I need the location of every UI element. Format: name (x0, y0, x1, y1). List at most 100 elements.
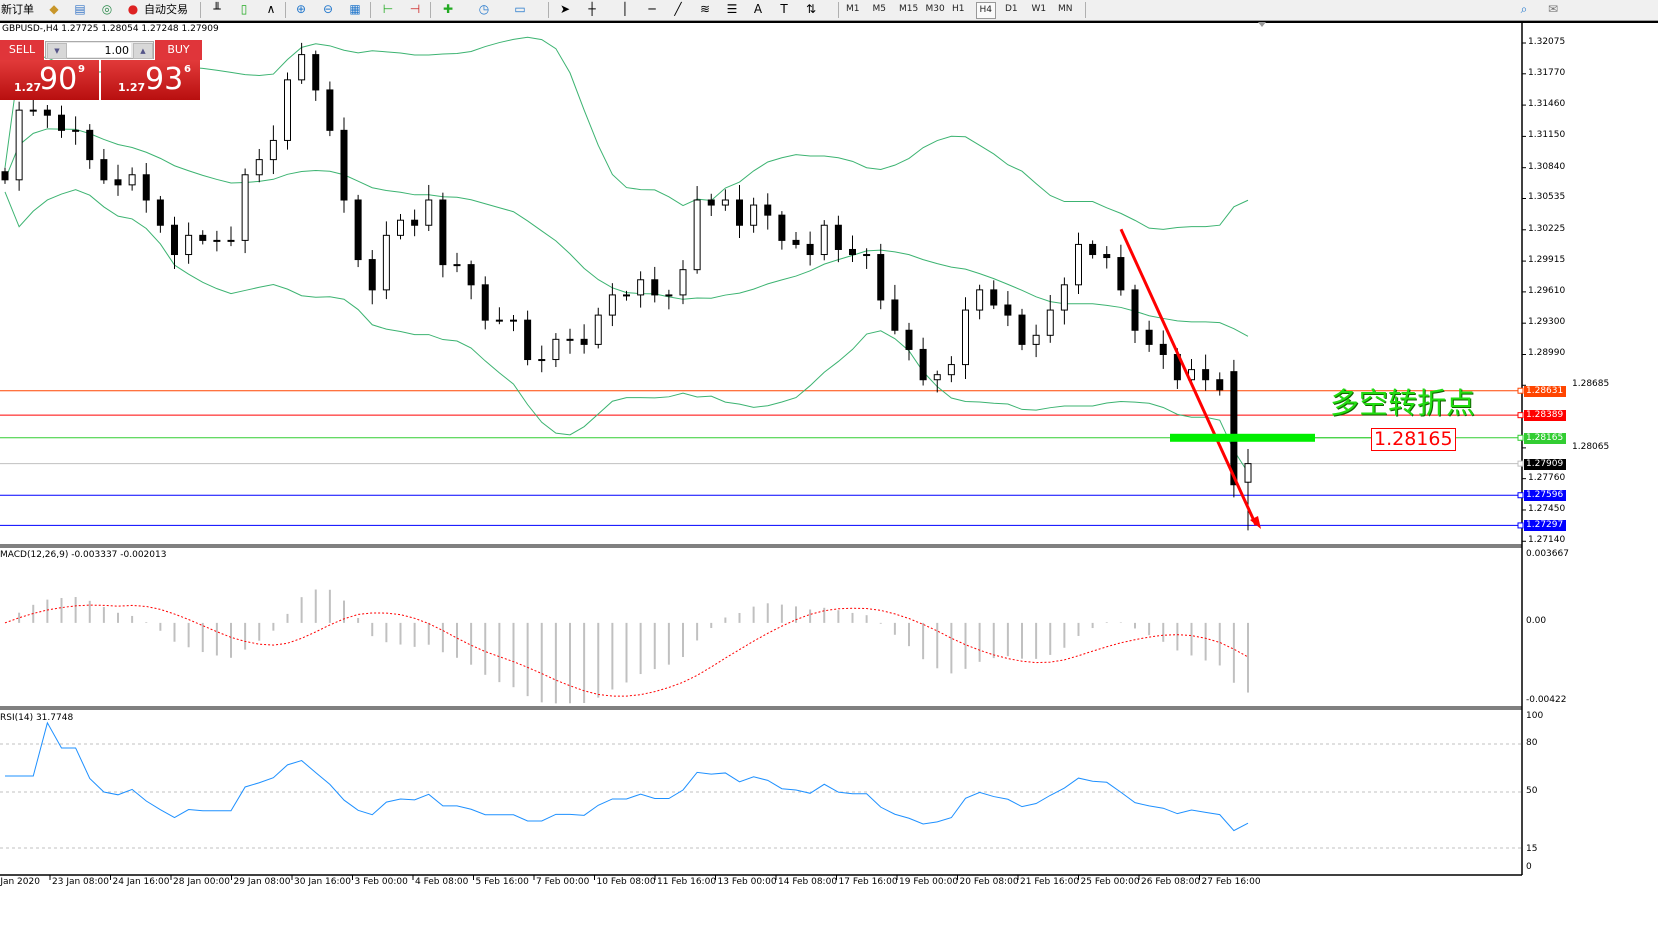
price-tick-label: 1.27140 (1528, 535, 1566, 546)
chart-shift-icon[interactable]: ⊢ (382, 2, 394, 16)
candle-bear (1159, 343, 1167, 355)
candle-bear (1230, 371, 1238, 486)
buy-price-button[interactable]: 1.27 93 6 (101, 60, 200, 100)
label-icon[interactable]: T (780, 2, 788, 16)
price-tick-label: 1.27450 (1528, 503, 1566, 514)
tile-windows-icon[interactable]: ▦ (349, 2, 361, 16)
price-line-label[interactable]: 1.28165 (1524, 432, 1566, 444)
rsi-tick-label: 50 (1526, 786, 1538, 796)
periods-icon[interactable]: ◷ (478, 2, 490, 16)
time-tick-label: 13 Feb 00:00 (717, 877, 777, 887)
fibonacci-icon[interactable]: ≋ (699, 2, 711, 16)
candle-bull (510, 319, 517, 322)
buy-price-prefix: 1.27 (118, 81, 146, 94)
timeframe-mn[interactable]: MN (1058, 4, 1073, 14)
search-icon[interactable]: ⌕ (1520, 2, 1528, 16)
price-line-label[interactable]: 1.27297 (1524, 520, 1566, 532)
candle-bull (679, 269, 687, 296)
reversal-point-annotation[interactable]: 多空转折点 (1330, 386, 1476, 420)
auto-trading-button[interactable]: 自动交易 (144, 3, 188, 16)
price-line-label[interactable]: 1.28389 (1524, 410, 1566, 422)
auto-trading-icon[interactable]: ● (127, 2, 139, 16)
line-handle (1517, 522, 1524, 529)
time-tick-label: 27 Feb 16:00 (1201, 877, 1261, 887)
price-tick-label: 1.28685 (1572, 379, 1610, 390)
time-tick-label: 14 Feb 08:00 (778, 877, 838, 887)
candle-bear (354, 199, 362, 261)
fibo-levels-icon[interactable]: ☰ (726, 2, 738, 16)
volume-increase-button[interactable]: ▲ (133, 43, 153, 59)
macd-tick-label: 0.00 (1526, 616, 1547, 626)
indicators-icon[interactable]: ✚ (442, 2, 454, 16)
sell-price-button[interactable]: 1.27 90 9 (0, 60, 99, 100)
candlestick-icon[interactable]: ▯ (240, 2, 248, 16)
candle-bull (241, 174, 249, 241)
arrows-icon[interactable]: ⇅ (805, 2, 817, 16)
price-line-label[interactable]: 1.27596 (1524, 490, 1566, 502)
candle-bull (1244, 463, 1252, 483)
time-tick-label: 4 Feb 08:00 (415, 877, 469, 887)
chat-icon[interactable]: ✉ (1547, 2, 1559, 16)
crosshair-icon[interactable]: ┼ (588, 2, 596, 16)
timeframe-h1[interactable]: H1 (952, 4, 965, 14)
time-tick-label: 17 Feb 16:00 (838, 877, 898, 887)
timeframe-m5[interactable]: M5 (872, 4, 887, 14)
rsi-tick-label: 100 (1526, 711, 1544, 721)
macd-tick-label: 0.003667 (1526, 549, 1569, 559)
candle-bear (1018, 314, 1026, 345)
cursor-icon[interactable]: ➤ (559, 2, 571, 16)
text-icon[interactable]: A (753, 2, 763, 16)
candle-bear (1103, 254, 1111, 259)
signals-icon[interactable]: ◎ (101, 2, 113, 16)
line-handle (1517, 434, 1524, 441)
volume-decrease-button[interactable]: ▼ (47, 43, 67, 59)
sell-price-fraction: 9 (78, 64, 85, 75)
vertical-line-icon[interactable]: │ (621, 2, 629, 16)
new-order-button[interactable]: 新订单 (1, 3, 34, 16)
candle-bear (834, 224, 842, 250)
candle-bull (298, 54, 306, 81)
horizontal-line-icon[interactable]: ─ (648, 2, 656, 16)
candle-bull (1046, 309, 1054, 336)
history-icon[interactable]: ▤ (74, 2, 86, 16)
timeframe-m1[interactable]: M1 (846, 4, 860, 14)
chart-shift-marker (1258, 22, 1266, 27)
price-line-label[interactable]: 1.28631 (1524, 385, 1566, 397)
sell-price-prefix: 1.27 (14, 81, 42, 94)
reversal-price-label[interactable]: 1.28165 (1371, 428, 1456, 451)
timeframe-m30[interactable]: M30 (925, 4, 945, 14)
zoom-out-icon[interactable]: ⊖ (322, 2, 334, 16)
price-line-label[interactable]: 1.27909 (1524, 458, 1566, 470)
trendline (1119, 228, 1258, 526)
candle-bear (651, 279, 659, 296)
candle-bull (608, 294, 616, 316)
zoom-in-icon[interactable]: ⊕ (295, 2, 307, 16)
candle-bear (86, 129, 94, 161)
trendline-icon[interactable]: ╱ (674, 2, 682, 16)
rsi-tick-label: 80 (1526, 738, 1538, 748)
candle-bull (1075, 243, 1082, 286)
candle-bear (524, 319, 532, 361)
candle-bull (382, 234, 390, 291)
candle-bear (340, 129, 348, 201)
candle-bear (1202, 369, 1210, 381)
timeframe-d1[interactable]: D1 (1005, 4, 1018, 14)
candle-bull (284, 79, 291, 141)
candle-bear (467, 264, 475, 286)
one-click-trading-panel: SELL ▼ ▲ BUY 1.27 90 9 1.27 93 6 (0, 40, 202, 100)
timeframe-w1[interactable]: W1 (1031, 4, 1047, 14)
volume-input[interactable] (67, 43, 131, 57)
sell-button[interactable]: SELL (0, 40, 44, 60)
buy-button[interactable]: BUY (155, 40, 202, 60)
autoscroll-icon[interactable]: ⊣ (409, 2, 421, 16)
buy-price-pips: 93 (145, 62, 184, 97)
timeframe-h4[interactable]: H4 (975, 2, 996, 19)
templates-icon[interactable]: ▭ (514, 2, 526, 16)
metaeditor-icon[interactable]: ◆ (49, 2, 59, 16)
line-chart-icon[interactable]: ∧ (266, 2, 276, 16)
bar-chart-icon[interactable]: ╨ (213, 2, 221, 16)
timeframe-m15[interactable]: M15 (899, 4, 919, 14)
time-tick-label: 3 Feb 00:00 (354, 877, 408, 887)
price-tick-label: 1.31150 (1528, 130, 1566, 141)
